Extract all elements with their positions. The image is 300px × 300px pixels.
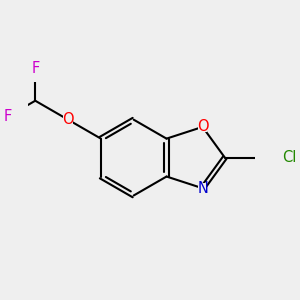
Text: F: F	[3, 109, 11, 124]
FancyBboxPatch shape	[198, 183, 208, 193]
Text: Cl: Cl	[282, 150, 296, 165]
FancyBboxPatch shape	[2, 112, 12, 122]
Text: O: O	[197, 119, 208, 134]
Text: F: F	[31, 61, 39, 76]
FancyBboxPatch shape	[198, 122, 208, 132]
Text: N: N	[197, 181, 208, 196]
FancyBboxPatch shape	[30, 64, 40, 74]
FancyBboxPatch shape	[63, 115, 73, 124]
FancyBboxPatch shape	[281, 153, 298, 163]
Text: O: O	[62, 112, 74, 127]
